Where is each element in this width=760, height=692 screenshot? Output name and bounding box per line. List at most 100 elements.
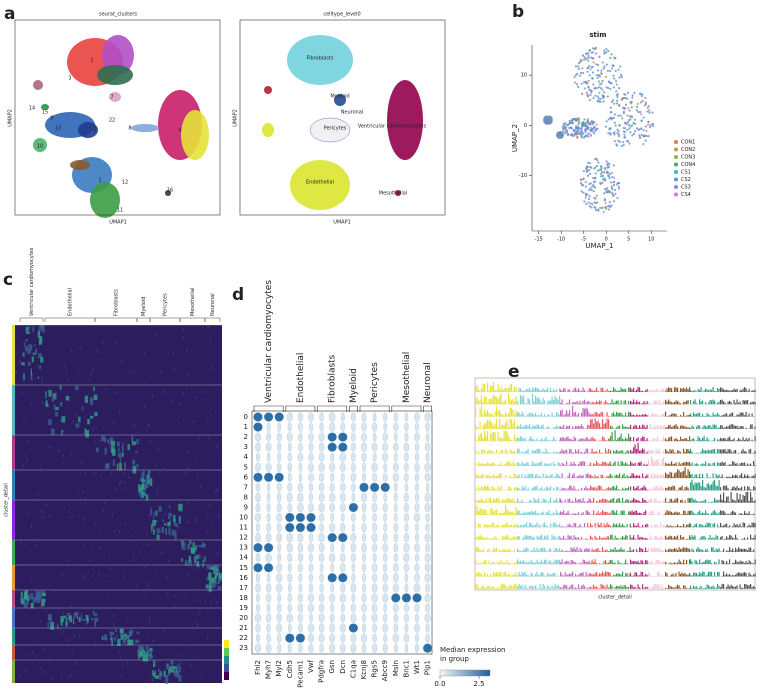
track-bar — [683, 510, 685, 515]
violin — [340, 613, 345, 623]
umap-title: seurat_clusters — [99, 12, 137, 18]
violin — [329, 633, 335, 643]
track-bar — [654, 425, 656, 429]
track-bar — [661, 388, 663, 392]
track-bar — [730, 390, 732, 392]
cell-point — [651, 111, 654, 114]
track-bar — [606, 451, 608, 454]
violin — [361, 603, 367, 613]
violin — [348, 502, 359, 513]
track-bar — [556, 440, 558, 442]
track-bar — [684, 500, 686, 503]
track-bar — [717, 500, 719, 503]
track-bar — [533, 414, 535, 417]
violin — [277, 603, 282, 613]
cell-point — [646, 110, 649, 113]
track-bar — [479, 463, 481, 466]
track-bar — [690, 510, 692, 515]
cell-point — [579, 178, 583, 181]
violin — [338, 442, 348, 452]
cell-point — [598, 86, 601, 89]
cell-point — [578, 74, 582, 77]
track-bar — [645, 510, 647, 515]
heat-cell — [101, 636, 104, 641]
track-bar — [581, 526, 583, 528]
track-bar — [488, 538, 490, 540]
track-bar — [502, 549, 504, 552]
track-bar — [490, 489, 492, 491]
track-bar — [744, 462, 746, 466]
heat-cell — [93, 394, 98, 401]
track-bar — [646, 464, 648, 466]
track-bar — [523, 537, 525, 540]
track-bar — [668, 437, 670, 442]
track-bar — [706, 426, 708, 429]
track-bar — [535, 463, 537, 466]
track-bar — [496, 406, 498, 417]
violin — [319, 573, 324, 583]
track-bar — [625, 412, 627, 417]
track-bar — [559, 548, 561, 552]
track-bar — [691, 462, 693, 466]
violin — [371, 593, 378, 603]
track-bar — [677, 465, 679, 466]
track-bar — [479, 390, 481, 392]
track-bar — [493, 452, 495, 454]
track-bar — [496, 390, 498, 392]
track-bar — [723, 449, 725, 454]
cell-point — [628, 142, 631, 145]
track-bar — [573, 461, 575, 466]
cell-point — [605, 160, 608, 163]
violin — [298, 563, 303, 573]
track-bar — [582, 512, 584, 515]
track-bar — [717, 427, 719, 429]
track-bar — [557, 474, 559, 479]
track-bar — [671, 472, 673, 479]
track-bar — [584, 389, 586, 392]
cell-point — [590, 91, 593, 94]
violin — [276, 573, 283, 583]
track-bar — [581, 549, 583, 552]
cell-point — [580, 128, 583, 131]
track-bar — [581, 536, 583, 540]
heat-cell — [78, 605, 80, 609]
track-bar — [750, 514, 752, 515]
track-bar — [665, 512, 667, 515]
track-bar — [482, 425, 484, 429]
track-bar — [626, 450, 628, 454]
track-bar — [553, 522, 555, 528]
track-bar — [596, 412, 598, 417]
track-bar — [572, 538, 574, 540]
track-bar — [634, 538, 636, 540]
heat-cell — [144, 484, 146, 490]
heat-cell — [128, 631, 131, 637]
track-bar — [753, 452, 755, 454]
umap-celltype — [387, 80, 423, 160]
track-bar — [584, 439, 586, 442]
heat-cell — [97, 347, 99, 351]
violin — [295, 522, 306, 533]
track-bar — [609, 525, 611, 528]
track-bar — [518, 526, 520, 528]
track-bar — [735, 463, 737, 466]
track-bar — [723, 510, 725, 515]
heat-cell — [64, 363, 66, 367]
track-bar — [715, 485, 717, 491]
violin — [287, 563, 292, 573]
cell-point — [564, 132, 567, 135]
group-label: Myeloid — [141, 297, 147, 316]
track-bar — [551, 526, 553, 528]
track-bar — [655, 413, 657, 417]
row-label: 21 — [239, 624, 248, 632]
track-bar — [602, 489, 604, 491]
track-bar — [521, 561, 523, 565]
track-bar — [550, 523, 552, 528]
track-bar — [524, 424, 526, 429]
track-bar — [600, 426, 602, 429]
track-bar — [718, 414, 720, 417]
track-bar — [490, 463, 492, 466]
violin — [425, 603, 431, 613]
track-bar — [720, 415, 722, 417]
cell-point — [602, 178, 605, 181]
track-bar — [526, 388, 528, 392]
